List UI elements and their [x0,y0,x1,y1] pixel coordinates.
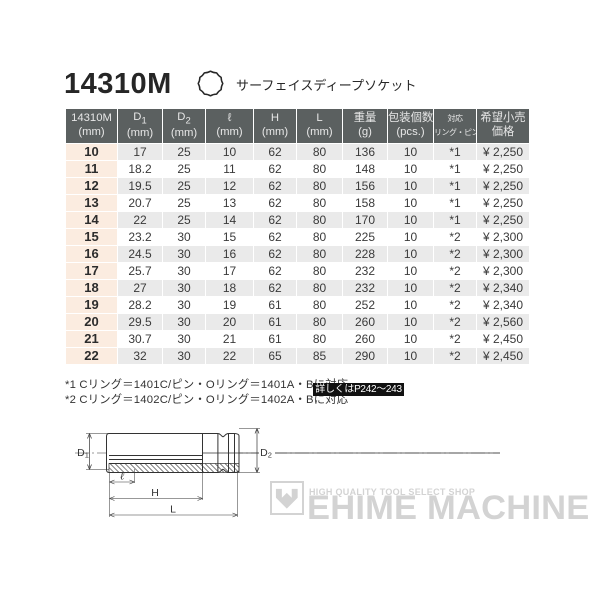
svg-text:H: H [151,487,159,499]
svg-text:D1: D1 [77,447,89,460]
svg-text:L: L [170,504,176,516]
svg-text:ℓ: ℓ [120,472,125,483]
